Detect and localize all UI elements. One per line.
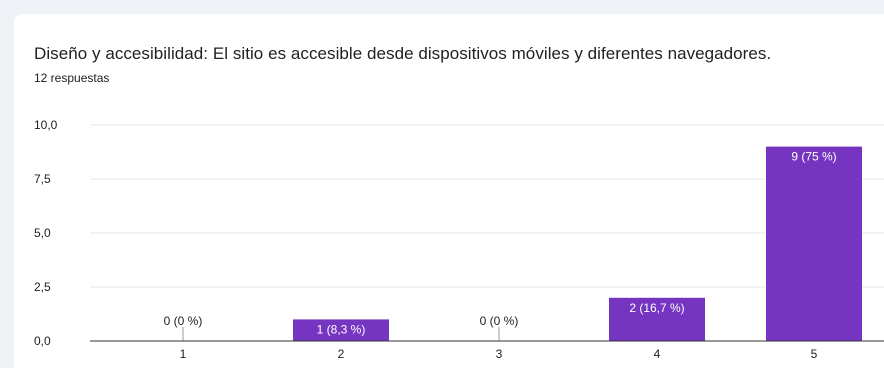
y-tick-label: 0,0 bbox=[34, 334, 51, 348]
data-label: 2 (16,7 %) bbox=[629, 301, 684, 315]
bar-4 bbox=[609, 297, 705, 341]
data-label: 0 (0 %) bbox=[164, 314, 203, 328]
bar-5 bbox=[766, 146, 862, 341]
x-tick-label: 3 bbox=[496, 347, 503, 361]
data-label: 0 (0 %) bbox=[480, 314, 519, 328]
data-label: 1 (8,3 %) bbox=[317, 322, 366, 336]
chart-title: Diseño y accesibilidad: El sitio es acce… bbox=[34, 44, 772, 63]
y-tick-label: 10,0 bbox=[34, 118, 58, 132]
x-tick-label: 2 bbox=[338, 347, 345, 361]
bar-chart: 0,0 2,5 5,0 7,5 10,0 0 (0 %) 1 (8,3 %) 0 (0 %) 2… bbox=[34, 118, 884, 361]
response-count: 12 respuestas bbox=[34, 71, 110, 85]
x-tick-label: 4 bbox=[654, 347, 661, 361]
y-tick-label: 7,5 bbox=[34, 172, 51, 186]
y-tick-label: 5,0 bbox=[34, 226, 51, 240]
chart-card: Diseño y accesibilidad: El sitio es acce… bbox=[14, 14, 884, 368]
x-tick-label: 5 bbox=[811, 347, 818, 361]
y-tick-label: 2,5 bbox=[34, 280, 51, 294]
x-tick-label: 1 bbox=[180, 347, 187, 361]
bar-2 bbox=[293, 319, 389, 341]
data-label: 9 (75 %) bbox=[791, 150, 836, 164]
